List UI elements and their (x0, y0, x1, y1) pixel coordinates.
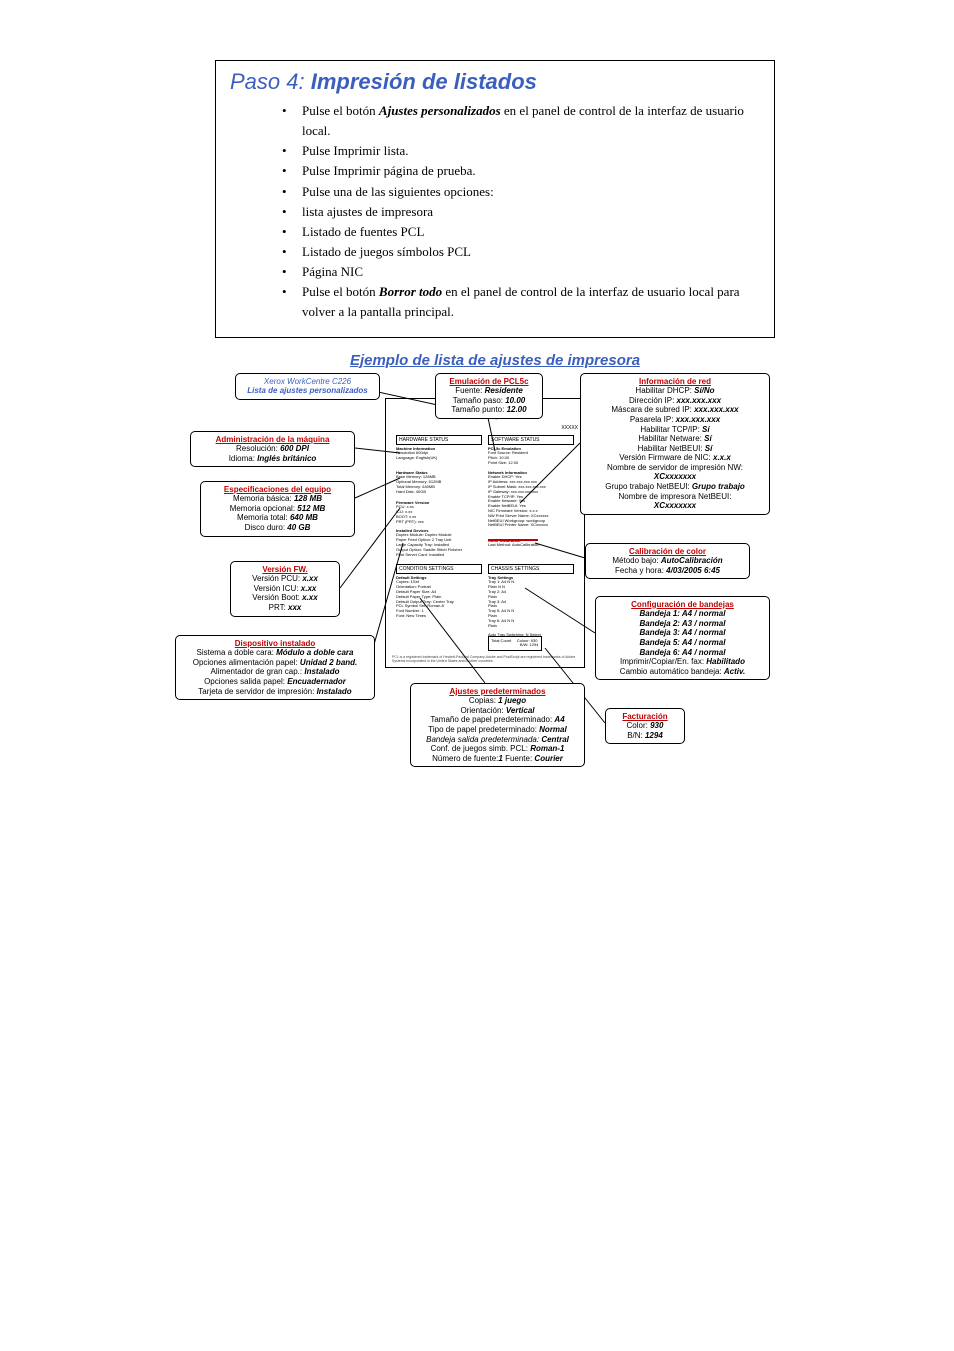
example-title: Ejemplo de lista de ajustes de impresora (215, 352, 775, 369)
sheet-block: Installed DevicesDuplex Module: Duplex M… (396, 529, 462, 558)
list-item: Listado de juegos símbolos PCL (282, 242, 760, 262)
callout-network: Información de red Habilitar DHCP: Sí/No… (580, 373, 770, 515)
callout-spec: Especificaciones del equipo Memoria bási… (200, 481, 355, 537)
sheet-block: Default SettingsCopies: 1Set Orientation… (396, 576, 454, 619)
callout-hdr: Dispositivo instalado (235, 639, 315, 648)
step-title: Paso 4: Impresión de listados (230, 69, 760, 95)
callout-line: Xerox WorkCentre C226 (264, 377, 351, 386)
callout-hdr: Emulación de PCL5c (449, 377, 528, 386)
settings-sheet: Xerox WorkCentre C226 Custom Settings Li… (385, 398, 585, 668)
sheet-block: Hardware StatusBase Memory: 128MB Option… (396, 471, 441, 495)
callout-hdr: Versión FW. (262, 565, 307, 574)
callout-defaults: Ajustes predeterminados Copias: 1 juego … (410, 683, 585, 768)
step-prefix: Paso 4: (230, 69, 311, 94)
sheet-stamp: XXXXX (561, 425, 578, 431)
col-header: CONDITION SETTINGS (396, 564, 482, 574)
callout-hdr: Configuración de bandejas (631, 600, 734, 609)
callout-hdr: Administración de la máquina (216, 435, 330, 444)
list-item: Listado de fuentes PCL (282, 222, 760, 242)
step-box: Paso 4: Impresión de listados Pulse el b… (215, 60, 775, 338)
col-header: CHASSIS SETTINGS (488, 564, 574, 574)
callout-hdr: Especificaciones del equipo (224, 485, 331, 494)
callout-hdr: Ajustes predeterminados (449, 687, 545, 696)
sheet-block: Tray SettingsTray 1: A4 N N Plain N N Tr… (488, 576, 541, 638)
sheet-block: Firmware VersionPCU: x.xx ICU: x.xx BOOT… (396, 501, 429, 525)
cal-redline (488, 539, 538, 541)
list-item: Pulse el botón Ajustes personalizados en… (282, 101, 760, 141)
list-item: Pulse Imprimir lista. (282, 141, 760, 161)
sheet-block: Network InformationEnable DHCP: Yes IP A… (488, 471, 548, 529)
sheet-count: Total Count Colour: 930 B/W: 1294 (488, 636, 542, 652)
list-item: Pulse el botón Borror todo en el panel d… (282, 282, 760, 322)
list-item: Página NIC (282, 262, 760, 282)
callout-hdr: Calibración de color (629, 547, 706, 556)
sheet-block: Machine InformationResolution 600dpi Lan… (396, 447, 437, 461)
diagram: Xerox WorkCentre C226 Custom Settings Li… (175, 373, 775, 893)
sheet-block: PCL5c EmulationFont Source: Resident Pit… (488, 447, 528, 466)
callout-billing: Facturación Color: 930 B/N: 1294 (605, 708, 685, 745)
callout-line: Lista de ajustes personalizados (247, 386, 367, 395)
callout-calibration: Calibración de color Método bajo: AutoCa… (585, 543, 750, 580)
callout-trays: Configuración de bandejas Bandeja 1: A4 … (595, 596, 770, 681)
callout-header: Xerox WorkCentre C226 Lista de ajustes p… (235, 373, 380, 400)
list-item: Pulse una de las siguientes opciones: (282, 182, 760, 202)
col-header: SOFTWARE STATUS (488, 435, 574, 445)
callout-admin: Administración de la máquina Resolución:… (190, 431, 355, 468)
callout-pcl: Emulación de PCL5c Fuente: Residente Tam… (435, 373, 543, 419)
list-item: Pulse Imprimir página de prueba. (282, 161, 760, 181)
callout-devices: Dispositivo instalado Sistema a doble ca… (175, 635, 375, 701)
callout-fw: Versión FW. Versión PCU: x.xx Versión IC… (230, 561, 340, 617)
col-header: HARDWARE STATUS (396, 435, 482, 445)
step-name: Impresión de listados (311, 69, 537, 94)
callout-hdr: Información de red (639, 377, 711, 386)
step-list: Pulse el botón Ajustes personalizados en… (230, 101, 760, 323)
callout-hdr: Facturación (622, 712, 667, 721)
list-item: lista ajustes de impresora (282, 202, 760, 222)
sheet-bottom-note: PCL is a registered trademark of Hewlett… (392, 655, 578, 663)
